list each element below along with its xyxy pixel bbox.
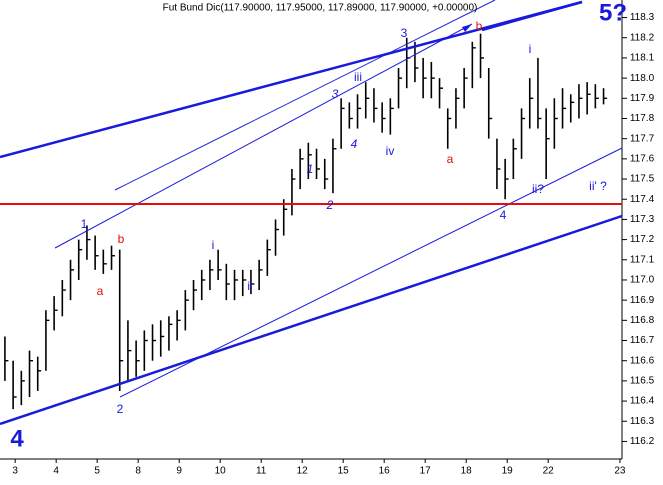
trendline xyxy=(54,23,473,249)
wave-label: 2 xyxy=(326,198,334,212)
wave-label: 3 xyxy=(332,87,339,101)
y-tick-label: 117.1 xyxy=(630,254,655,265)
wave-label: iii xyxy=(354,70,362,84)
x-tick-label: 22 xyxy=(543,466,555,477)
wave-label: 1 xyxy=(81,217,88,231)
y-tick-label: 117.8 xyxy=(630,113,655,124)
x-tick-label: 4 xyxy=(53,466,59,477)
chart-title: Fut Bund Dic(117.90000, 117.95000, 117.8… xyxy=(163,3,478,14)
price-bars xyxy=(4,33,608,410)
y-tick-label: 116.4 xyxy=(630,396,655,407)
wave-label: i xyxy=(212,238,215,252)
wave-label: ii xyxy=(247,279,252,293)
wave-label: 4 xyxy=(500,208,507,222)
x-tick-label: 3 xyxy=(12,466,18,477)
x-tick-label: 17 xyxy=(420,466,432,477)
x-tick-label: 9 xyxy=(176,466,182,477)
wave-label: a xyxy=(447,152,454,166)
y-tick-label: 117.4 xyxy=(630,194,655,205)
y-tick-label: 117.6 xyxy=(630,153,655,164)
wave-label: ii' ? xyxy=(589,179,607,193)
wave-label: 4 xyxy=(10,425,24,452)
y-tick-label: 116.8 xyxy=(630,315,655,326)
y-tick-label: 116.2 xyxy=(630,436,655,447)
x-tick-label: 23 xyxy=(614,466,626,477)
wave-label: 2 xyxy=(117,402,124,416)
y-tick-label: 118.3 xyxy=(630,12,655,23)
y-tick-label: 117.2 xyxy=(630,234,655,245)
trendline xyxy=(481,0,583,32)
trendline xyxy=(0,214,623,426)
wave-label: 3 xyxy=(401,26,408,40)
y-tick-label: 116.7 xyxy=(630,335,655,346)
y-tick-label: 116.9 xyxy=(630,295,655,306)
wave-label: i xyxy=(529,42,532,56)
y-tick-label: 117.3 xyxy=(630,214,655,225)
trendline xyxy=(0,0,583,159)
x-tick-label: 15 xyxy=(338,466,350,477)
y-tick-label: 118.1 xyxy=(630,53,655,64)
y-tick-label: 116.6 xyxy=(630,355,655,366)
x-tick-label: 10 xyxy=(215,466,227,477)
x-tick-label: 12 xyxy=(297,466,309,477)
y-tick-label: 116.5 xyxy=(630,376,655,387)
y-tick-label: 117.0 xyxy=(630,275,655,286)
wave-label: 1 xyxy=(307,162,314,176)
wave-label: iv xyxy=(386,144,395,158)
wave-label: 5? xyxy=(599,0,627,26)
y-tick-label: 117.5 xyxy=(630,174,655,185)
y-tick-label: 118.2 xyxy=(630,32,655,43)
y-tick-label: 117.7 xyxy=(630,133,655,144)
trendlines xyxy=(0,0,623,426)
x-tick-label: 5 xyxy=(94,466,100,477)
y-tick-label: 118.0 xyxy=(630,73,655,84)
x-tick-label: 8 xyxy=(135,466,141,477)
y-tick-label: 116.3 xyxy=(630,416,655,427)
wave-labels: 4 1 a b 2 i ii 1 2 3 4 iii iv 3 a b 4 i … xyxy=(10,0,627,452)
x-tick-label: 18 xyxy=(461,466,473,477)
x-tick-label: 19 xyxy=(502,466,514,477)
x-tick-label: 16 xyxy=(379,466,391,477)
trendline xyxy=(114,0,496,191)
wave-label: a xyxy=(97,284,104,298)
arrow-head xyxy=(462,24,472,32)
wave-label: b xyxy=(118,232,125,246)
wave-label: b xyxy=(476,19,483,33)
y-tick-label: 117.9 xyxy=(630,93,655,104)
wave-label: ii? xyxy=(532,182,544,196)
trendline xyxy=(119,147,623,398)
wave-label: 4 xyxy=(351,137,358,151)
x-tick-label: 11 xyxy=(256,466,267,477)
